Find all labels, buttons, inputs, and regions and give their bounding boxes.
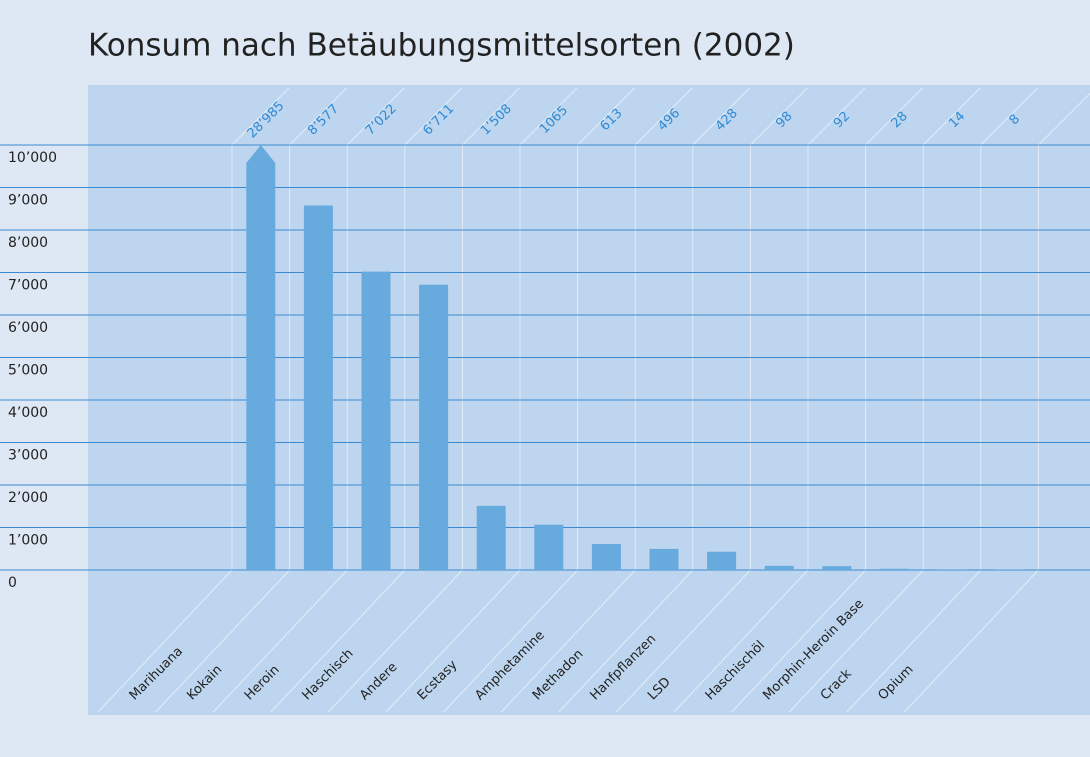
column-divider xyxy=(289,87,347,146)
y-tick-label: 8’000 xyxy=(8,235,48,251)
column-divider xyxy=(558,569,694,713)
y-tick-label: 6’000 xyxy=(8,320,48,336)
bar xyxy=(303,205,333,571)
column-divider xyxy=(577,87,635,146)
bar xyxy=(419,284,449,570)
column-divider xyxy=(1038,92,1090,146)
y-tick-label: 9’000 xyxy=(8,193,48,209)
bar xyxy=(822,566,852,570)
column-divider xyxy=(788,569,924,713)
column-divider xyxy=(385,569,521,713)
bar xyxy=(591,543,621,570)
column-divider xyxy=(922,87,981,146)
column-divider xyxy=(750,87,808,146)
y-tick-label: 2’000 xyxy=(8,490,48,506)
column-divider xyxy=(270,569,406,713)
chart-title: Konsum nach Betäubungsmittelsorten (2002… xyxy=(88,28,795,64)
y-tick-label: 3’000 xyxy=(8,448,48,464)
column-divider xyxy=(731,569,866,713)
column-divider xyxy=(462,87,520,146)
column-divider xyxy=(673,569,809,713)
column-divider xyxy=(500,569,636,713)
bar xyxy=(764,565,794,570)
y-tick-label: 5’000 xyxy=(8,363,48,379)
y-tick-label: 10’000 xyxy=(8,150,57,166)
bar xyxy=(937,569,967,570)
column-divider xyxy=(616,569,751,713)
bar xyxy=(879,568,909,570)
column-divider xyxy=(519,87,578,146)
column-divider xyxy=(807,87,866,146)
y-tick-label: 4’000 xyxy=(8,405,48,421)
column-divider xyxy=(980,87,1039,146)
y-tick-label: 1’000 xyxy=(8,533,48,549)
column-divider xyxy=(155,569,290,713)
column-divider xyxy=(865,87,923,146)
bar xyxy=(534,524,564,570)
y-tick-label: 7’000 xyxy=(8,278,48,294)
column-divider xyxy=(846,569,982,713)
column-divider xyxy=(328,569,463,713)
column-divider xyxy=(212,569,348,713)
column-divider xyxy=(904,569,1039,713)
bar xyxy=(246,145,276,570)
y-tick-label: 0 xyxy=(8,575,17,591)
column-divider xyxy=(443,569,578,713)
bar xyxy=(649,548,679,570)
bar xyxy=(707,551,737,570)
column-divider xyxy=(634,87,693,146)
column-divider xyxy=(346,87,405,146)
bar xyxy=(361,271,391,570)
bar xyxy=(476,505,506,570)
column-divider xyxy=(231,87,290,146)
column-divider xyxy=(404,87,463,146)
column-divider xyxy=(692,87,751,146)
column-divider xyxy=(97,569,233,713)
